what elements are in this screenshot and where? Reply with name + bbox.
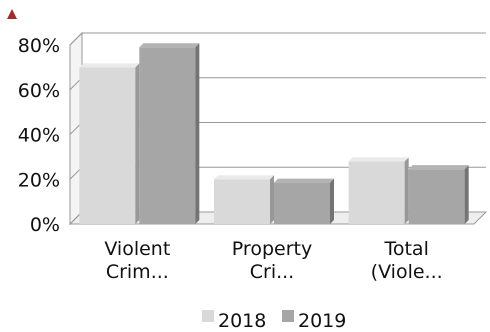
bar-front: [408, 169, 465, 224]
legend-item: 2019: [282, 310, 346, 332]
bar-side: [464, 165, 469, 224]
y-tick-label: 0%: [30, 214, 60, 236]
x-category-label: Total (Viole...: [371, 238, 443, 283]
bar-front: [139, 47, 196, 224]
bar-top: [408, 165, 469, 170]
x-category-label: Violent Crim...: [104, 238, 170, 283]
x-category-label: Property Cri...: [232, 238, 312, 283]
bar-top: [79, 63, 140, 68]
bar-front: [214, 179, 270, 224]
y-axis-ticks: 0% 20% 40% 60% 80%: [18, 35, 60, 236]
legend-swatch: [202, 310, 214, 322]
bar: [274, 178, 334, 224]
bars: [79, 43, 469, 224]
bar-top: [274, 178, 334, 183]
legend: 2018 2019: [202, 310, 346, 332]
bar: [348, 157, 409, 224]
bar: [214, 175, 274, 224]
legend-label: 2019: [298, 310, 346, 332]
bar-top: [139, 43, 200, 48]
bar: [79, 63, 140, 224]
gridline-depth: [69, 32, 83, 46]
y-tick-label: 60%: [18, 80, 60, 102]
y-tick-label: 20%: [18, 169, 60, 191]
bar-side: [404, 157, 409, 224]
bar-side: [330, 178, 334, 224]
y-tick-label: 40%: [18, 125, 60, 147]
x-axis-categories: Violent Crim... Property Cri... Total (Viole.…: [104, 238, 442, 283]
legend-swatch: [282, 310, 294, 322]
bar-front: [274, 182, 330, 224]
bar-side: [135, 63, 140, 224]
bar-front: [348, 161, 405, 224]
legend-item: 2018: [202, 310, 266, 332]
y-tick-label: 80%: [18, 35, 60, 57]
legend-label: 2018: [218, 310, 266, 332]
bar: [139, 43, 200, 224]
bar-top: [348, 157, 409, 162]
bar-front: [79, 67, 136, 224]
bar-top: [214, 175, 274, 180]
up-triangle-icon: [7, 9, 17, 19]
bar-side: [270, 175, 274, 224]
bar: [408, 165, 469, 224]
bar-side: [195, 43, 200, 224]
